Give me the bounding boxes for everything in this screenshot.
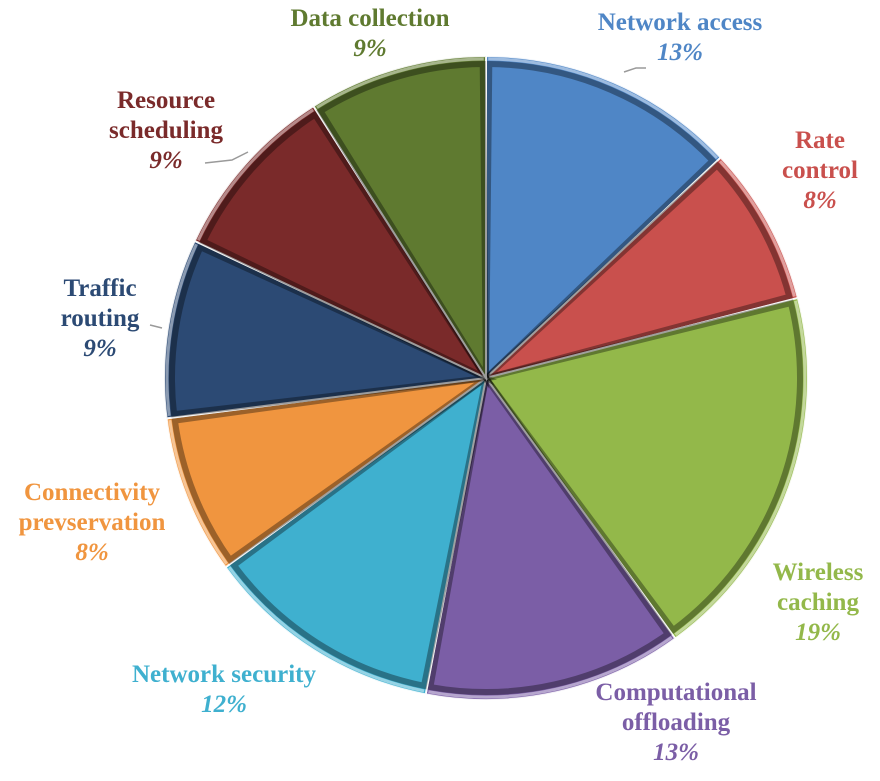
slice-label: routing [61, 305, 140, 332]
slice-label-group: Network access 13% [598, 9, 763, 66]
slice-percentage: 13% [653, 739, 699, 766]
pie-slice-highlight [488, 57, 719, 160]
slice-label-group: Computational offloading 13% [595, 679, 756, 766]
pie-slice-group [482, 54, 723, 386]
slice-label: Connectivity [24, 479, 161, 506]
slice-percentage: 9% [353, 35, 386, 62]
pie-slice [165, 377, 487, 569]
pie-slice-bevel [229, 370, 491, 690]
pie-slice-group [312, 54, 490, 389]
pie-slice-highlight [165, 243, 198, 416]
slice-label: Network access [598, 9, 763, 36]
pie-slice-highlight [168, 419, 228, 565]
pie-slice-highlight [674, 300, 807, 636]
slice-label: control [782, 157, 858, 184]
slice-label-group: Connectivity prevservation 8% [19, 479, 166, 566]
pie-slice [163, 239, 490, 420]
pie-slice-bevel [480, 299, 803, 635]
slice-label: Wireless [773, 559, 864, 586]
slice-label: Rate [795, 127, 845, 154]
pie-slice-bevel [199, 110, 495, 386]
pie-slice [193, 104, 489, 381]
slice-label: scheduling [109, 117, 223, 144]
pie-slice [224, 375, 488, 696]
pie-slice-group [224, 370, 491, 696]
slice-labels: Network access 13% Rate control 8% Wireless ca… [19, 5, 864, 766]
slice-percentage: 8% [803, 187, 836, 214]
slice-label: prevservation [19, 509, 166, 536]
slice-percentage: 9% [149, 147, 182, 174]
slice-label-group: Wireless caching 19% [773, 559, 864, 646]
pie-slice [485, 54, 723, 381]
pie-slice-group [165, 375, 488, 569]
pie-slice-highlight [428, 636, 673, 699]
pie-slice-bevel [316, 60, 490, 389]
slice-label: caching [777, 589, 859, 616]
slice-label: Network security [132, 661, 316, 688]
pie-slice-highlight [196, 108, 315, 241]
pie-slice-bevel [483, 161, 793, 381]
slice-label: Traffic [63, 275, 136, 302]
pie-slice-highlight [228, 566, 425, 693]
slice-label: Computational [595, 679, 756, 706]
pie-slice [484, 296, 809, 640]
slice-label-group: Traffic routing 9% [61, 275, 140, 362]
slice-label: offloading [622, 709, 731, 736]
pie-slice-group [424, 370, 677, 701]
slice-label: Resource [117, 87, 215, 114]
leader-line [623, 67, 646, 73]
slice-percentage: 8% [75, 539, 108, 566]
pie-slice-highlight [316, 57, 484, 109]
slice-percentage: 13% [657, 39, 703, 66]
pie-slice-bevel [171, 375, 488, 565]
leader-line [149, 324, 163, 329]
leader-line [204, 151, 249, 164]
slice-label-group: Network security 12% [132, 661, 316, 718]
slice-label-group: Resource scheduling 9% [109, 87, 223, 174]
pie-slice-group [163, 239, 498, 420]
pie-slice-group [480, 296, 809, 640]
pie-slices [163, 54, 809, 701]
slice-percentage: 9% [83, 335, 116, 362]
slice-percentage: 12% [201, 691, 247, 718]
pie-slice-bevel [169, 243, 498, 418]
pie-slice-group [483, 156, 800, 381]
pie-slice [485, 156, 800, 379]
pie-slice [424, 375, 677, 701]
pie-slice-highlight [718, 160, 796, 297]
slice-label: Data collection [291, 5, 450, 32]
pie-slice [312, 54, 487, 382]
pie-slice-group [193, 104, 495, 386]
slice-label-group: Rate control 8% [782, 127, 858, 214]
leader-lines [149, 67, 646, 329]
pie-slice-bevel [482, 60, 717, 386]
pie-slice-bevel [426, 370, 673, 695]
slice-percentage: 19% [795, 619, 841, 646]
slice-label-group: Data collection 9% [291, 5, 450, 62]
